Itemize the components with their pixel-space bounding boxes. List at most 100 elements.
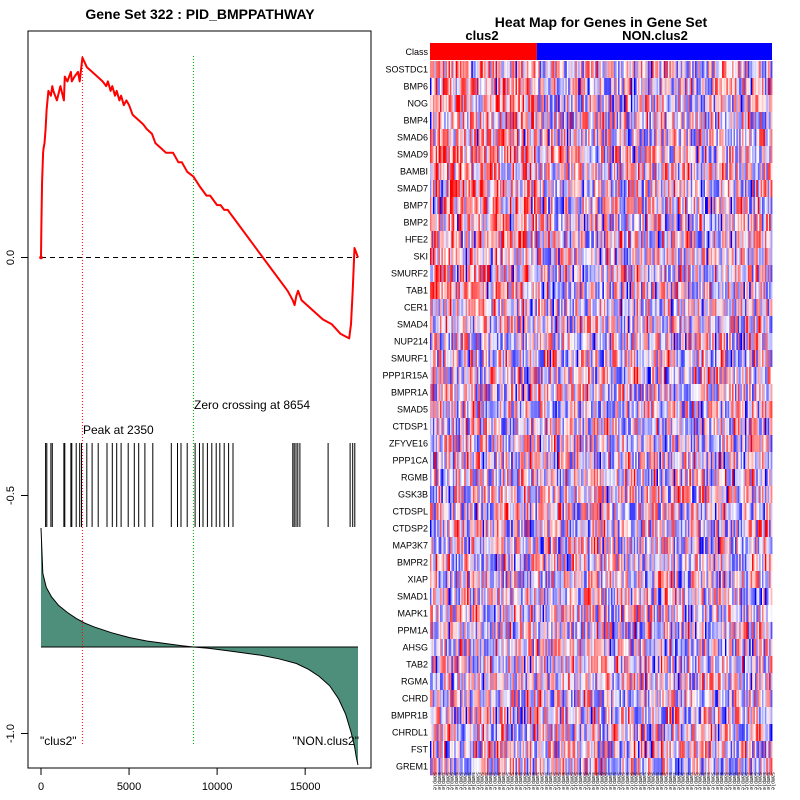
heat-cell (623, 61, 626, 79)
heat-cell (477, 316, 479, 334)
heat-cell (770, 214, 773, 232)
heat-cell (598, 231, 600, 249)
heat-cell (639, 95, 642, 113)
heat-cell (697, 163, 700, 181)
heat-cell (563, 61, 566, 79)
heat-cell (571, 146, 573, 164)
heat-cell (569, 129, 572, 147)
heat-cell (645, 316, 647, 334)
heat-cell (472, 367, 475, 385)
heat-cell (524, 231, 526, 249)
heat-cell (753, 282, 756, 300)
heat-cell (573, 112, 576, 130)
heat-cell (561, 214, 563, 232)
heat-cell (519, 129, 522, 147)
heat-cell (769, 299, 771, 317)
heat-cell (588, 299, 590, 317)
heat-cell (699, 248, 702, 266)
heat-cell (455, 265, 458, 283)
heat-cell (599, 95, 602, 113)
heat-cell (710, 146, 713, 164)
heat-cell (518, 197, 521, 215)
heat-cell (609, 384, 612, 402)
heat-cell (512, 146, 515, 164)
heat-cell (655, 248, 657, 266)
heat-cell (650, 384, 653, 402)
heat-cell (529, 248, 532, 266)
heat-cell (715, 146, 717, 164)
heat-cell (522, 248, 525, 266)
heat-cell (576, 146, 579, 164)
heat-cell (439, 265, 442, 283)
heat-cell (689, 95, 692, 113)
heat-cell (542, 197, 545, 215)
heat-cell (690, 129, 693, 147)
heat-cell (632, 112, 635, 130)
heat-cell (747, 214, 750, 232)
heat-cell (568, 95, 571, 113)
heat-cell (757, 265, 760, 283)
heat-cell (685, 129, 687, 147)
heat-cell (703, 367, 706, 385)
heat-cell (448, 61, 451, 79)
heat-cell (576, 180, 579, 198)
heat-cell (565, 112, 568, 130)
heat-cell (743, 231, 746, 249)
heat-cell (465, 350, 468, 368)
heat-cell (588, 95, 590, 113)
heat-cell (625, 333, 628, 351)
heat-cell (438, 112, 441, 130)
heat-cell (670, 112, 673, 130)
heat-cell (690, 112, 693, 130)
heat-cell (478, 367, 481, 385)
heat-cell (769, 231, 771, 249)
heat-cell (608, 78, 610, 96)
heat-cell (498, 112, 501, 130)
heat-cell (710, 265, 713, 283)
heat-cell (625, 95, 628, 113)
heat-cell (759, 367, 761, 385)
heat-cell (445, 401, 448, 419)
heat-cell (609, 129, 612, 147)
heat-cell (477, 282, 479, 300)
heat-cell (639, 163, 642, 181)
heat-cell (759, 265, 761, 283)
heat-cell (522, 129, 525, 147)
heat-cell (653, 197, 656, 215)
heat-cell (561, 384, 563, 402)
heat-cell (435, 231, 438, 249)
heat-cell (687, 180, 690, 198)
heat-cell (633, 180, 636, 198)
heat-cell (606, 299, 609, 317)
heat-cell (546, 384, 549, 402)
heat-cell (475, 180, 478, 198)
heat-cell (451, 299, 454, 317)
heat-cell (770, 129, 773, 147)
heat-cell (743, 78, 746, 96)
heat-cell (608, 316, 610, 334)
heat-cell (569, 180, 572, 198)
heat-cell (442, 231, 445, 249)
heat-cell (521, 180, 524, 198)
heat-cell (632, 197, 635, 215)
heat-cell (616, 299, 619, 317)
heat-cell (746, 197, 749, 215)
heat-cell (697, 384, 700, 402)
heat-cell (743, 112, 746, 130)
heat-cell (459, 265, 462, 283)
heat-cell (737, 316, 740, 334)
heat-cell (569, 316, 572, 334)
heat-cell (581, 265, 583, 283)
heat-cell (494, 299, 496, 317)
heat-cell (488, 401, 491, 419)
heat-cell (467, 112, 469, 130)
heat-cell (516, 401, 519, 419)
heat-cell (672, 299, 675, 317)
heat-cell (685, 333, 687, 351)
heat-cell (591, 248, 593, 266)
heat-cell (566, 214, 569, 232)
heat-cell (586, 316, 589, 334)
heat-cell (626, 265, 629, 283)
heat-cell (680, 299, 683, 317)
heat-cell (494, 129, 496, 147)
